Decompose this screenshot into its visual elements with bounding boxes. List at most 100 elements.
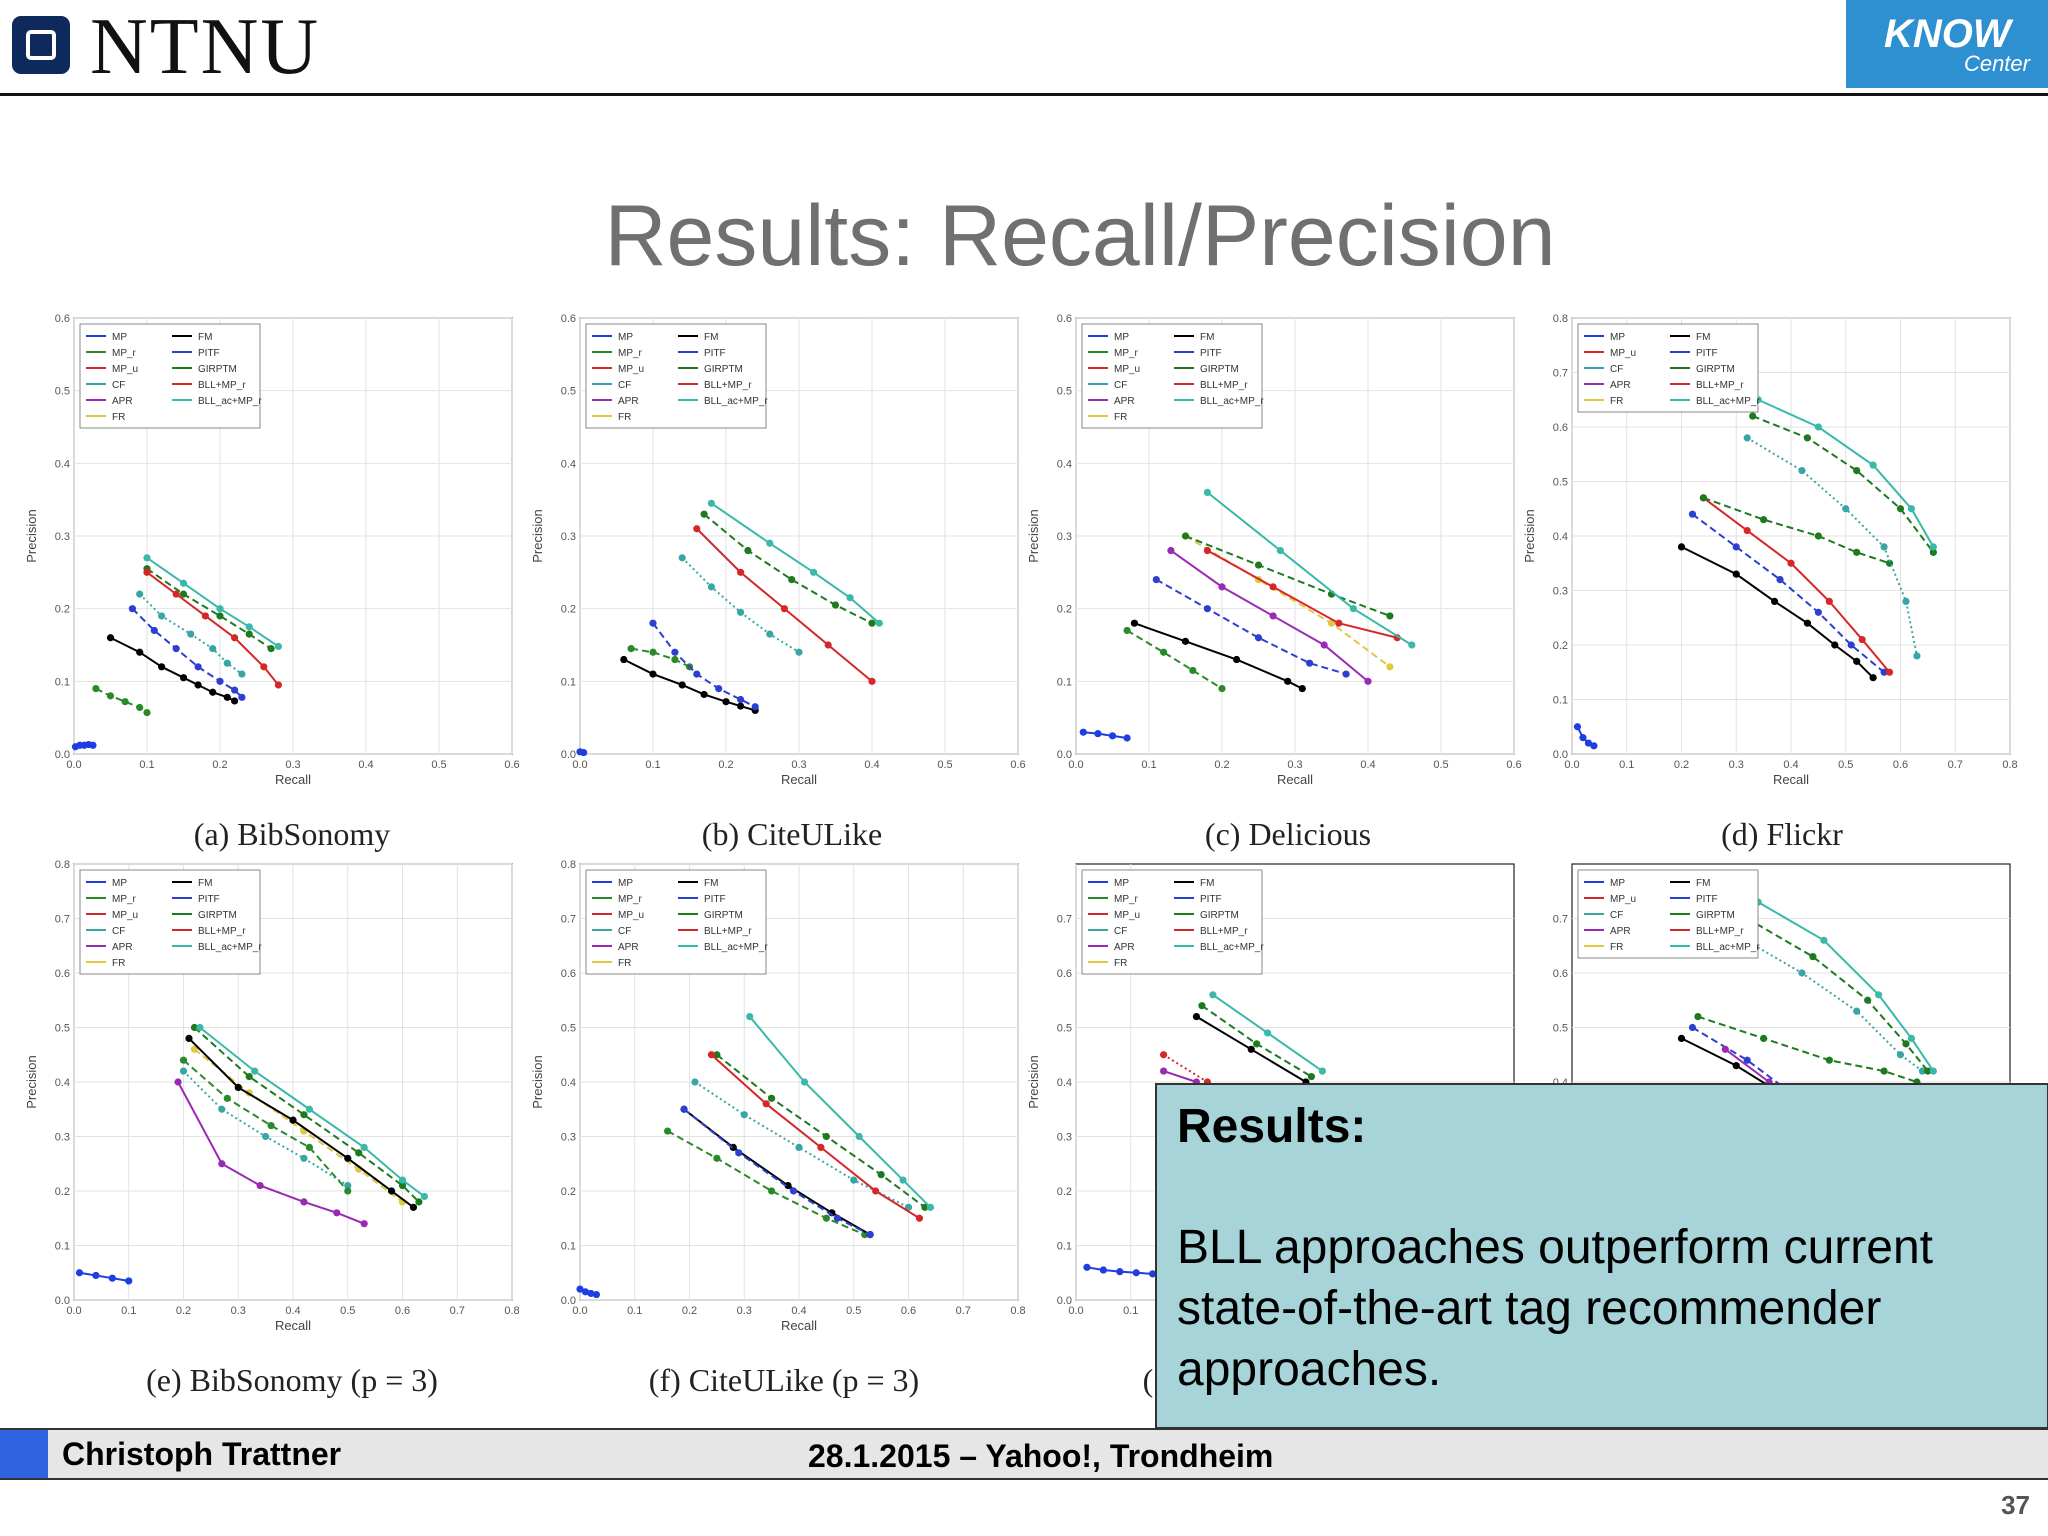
footer-author: Christoph Trattner [62, 1436, 342, 1472]
data-point [1885, 668, 1894, 676]
y-tick-label: 0.8 [561, 859, 576, 871]
data-point [664, 1127, 672, 1135]
y-axis-label: Precision [1026, 1055, 1041, 1108]
legend-label: MP [618, 332, 633, 343]
series-line [177, 1081, 365, 1225]
x-tick-label: 0.5 [431, 759, 446, 771]
x-tick-label: 0.8 [1010, 1305, 1025, 1317]
x-axis-label: Recall [1277, 772, 1313, 787]
data-point [1803, 434, 1812, 442]
data-point [1579, 734, 1587, 742]
data-point [693, 670, 701, 678]
data-point [1386, 612, 1394, 620]
data-point [1364, 677, 1372, 685]
data-point [868, 677, 876, 685]
x-tick-label: 0.4 [285, 1305, 300, 1317]
data-point [194, 663, 202, 671]
data-point [267, 1122, 275, 1130]
legend-label: FM [198, 878, 212, 889]
legend-box [79, 869, 261, 975]
series-line [1163, 1070, 1197, 1083]
data-point [795, 648, 803, 656]
x-tick-label: 0.6 [901, 1305, 916, 1317]
chart-legend: MP MP_r MP_u CF APR FR FM PITF GIRPTM BLL+MP_r BLL… [1081, 869, 1264, 975]
chart-caption: (e) BibSonomy (p = 3) [146, 1362, 438, 1398]
y-tick-label: 0.3 [55, 531, 70, 543]
legend-box [1081, 323, 1263, 429]
data-point [784, 1181, 792, 1190]
x-tick-label: 0.4 [358, 759, 373, 771]
legend-label: BLL+MP_r [704, 380, 752, 391]
data-point [1847, 641, 1855, 649]
data-point [121, 698, 129, 706]
chart-svg: 0.0 0.1 0.2 0.3 0.4 0.5 0.6 0.7 0.8 0.0 0.1 0.2 0.3 0… [1522, 313, 2018, 787]
data-point [216, 612, 224, 620]
chart-flickr: 0.0 0.1 0.2 0.3 0.4 0.5 0.6 0.7 0.8 0.0 0.1 0.2 0.3 0… [1522, 310, 2022, 790]
x-axis-label: Recall [781, 772, 817, 787]
data-point [833, 1214, 841, 1222]
data-point [707, 499, 715, 507]
x-tick-label: 0.1 [645, 759, 660, 771]
data-point [1809, 953, 1817, 961]
legend-label: FR [1610, 942, 1623, 953]
data-point [713, 1154, 721, 1162]
x-tick-label: 0.2 [212, 759, 227, 771]
legend-label: APR [1610, 926, 1631, 937]
legend-label: FR [1610, 396, 1623, 407]
legend-label: MP_u [112, 910, 138, 921]
y-tick-label: 0.7 [1057, 914, 1072, 926]
slide-title: Results: Recall/Precision [604, 188, 1556, 284]
legend-label: CF [618, 926, 631, 937]
legend-label: APR [1610, 380, 1631, 391]
y-axis-label: Precision [1522, 509, 1537, 562]
x-tick-label: 0.7 [450, 1305, 465, 1317]
data-point [1907, 1034, 1916, 1042]
data-point [344, 1154, 352, 1162]
know-logo-sub: Center [1963, 51, 2030, 76]
legend-label: PITF [198, 348, 220, 359]
y-tick-label: 0.2 [1553, 640, 1568, 652]
data-point [850, 1176, 858, 1184]
data-point [1218, 583, 1226, 591]
data-point [223, 1094, 231, 1102]
data-point [872, 1187, 880, 1195]
x-tick-label: 0.2 [1674, 759, 1689, 771]
y-axis-label: Precision [530, 509, 545, 562]
y-tick-label: 0.5 [55, 386, 70, 398]
data-point [1896, 505, 1905, 513]
data-point [344, 1187, 352, 1195]
data-point [209, 645, 217, 653]
legend-label: GIRPTM [198, 910, 237, 921]
legend-label: PITF [1200, 894, 1222, 905]
data-point [172, 645, 180, 653]
data-point [300, 1198, 308, 1206]
data-point [1814, 608, 1822, 616]
data-point [196, 1023, 204, 1032]
data-point [1694, 1013, 1702, 1021]
y-tick-label: 0.5 [1553, 1023, 1568, 1035]
series-line [703, 513, 873, 625]
series-line [1691, 1026, 1792, 1094]
data-point [106, 692, 115, 700]
data-point [746, 1013, 754, 1021]
data-point [877, 1171, 885, 1179]
data-point [627, 645, 635, 653]
y-tick-label: 0.0 [55, 1295, 70, 1307]
ntnu-logo-text: NTNU [90, 3, 321, 91]
data-point [1108, 732, 1117, 740]
legend-label: APR [112, 942, 133, 953]
legend-label: MP_r [618, 894, 643, 905]
x-tick-label: 0.5 [1838, 759, 1853, 771]
data-point [592, 1290, 601, 1299]
chart-caption: (a) BibSonomy [193, 816, 391, 852]
data-point [1167, 546, 1175, 555]
legend-label: BLL_ac+MP_r [1696, 396, 1760, 407]
data-point [1130, 619, 1138, 627]
legend-label: FM [704, 878, 718, 889]
x-tick-label: 0.1 [121, 1305, 136, 1317]
legend-label: PITF [704, 894, 726, 905]
legend-label: PITF [1200, 348, 1222, 359]
data-point [1913, 652, 1921, 660]
data-point [143, 554, 151, 562]
y-tick-label: 0.1 [55, 1241, 70, 1253]
